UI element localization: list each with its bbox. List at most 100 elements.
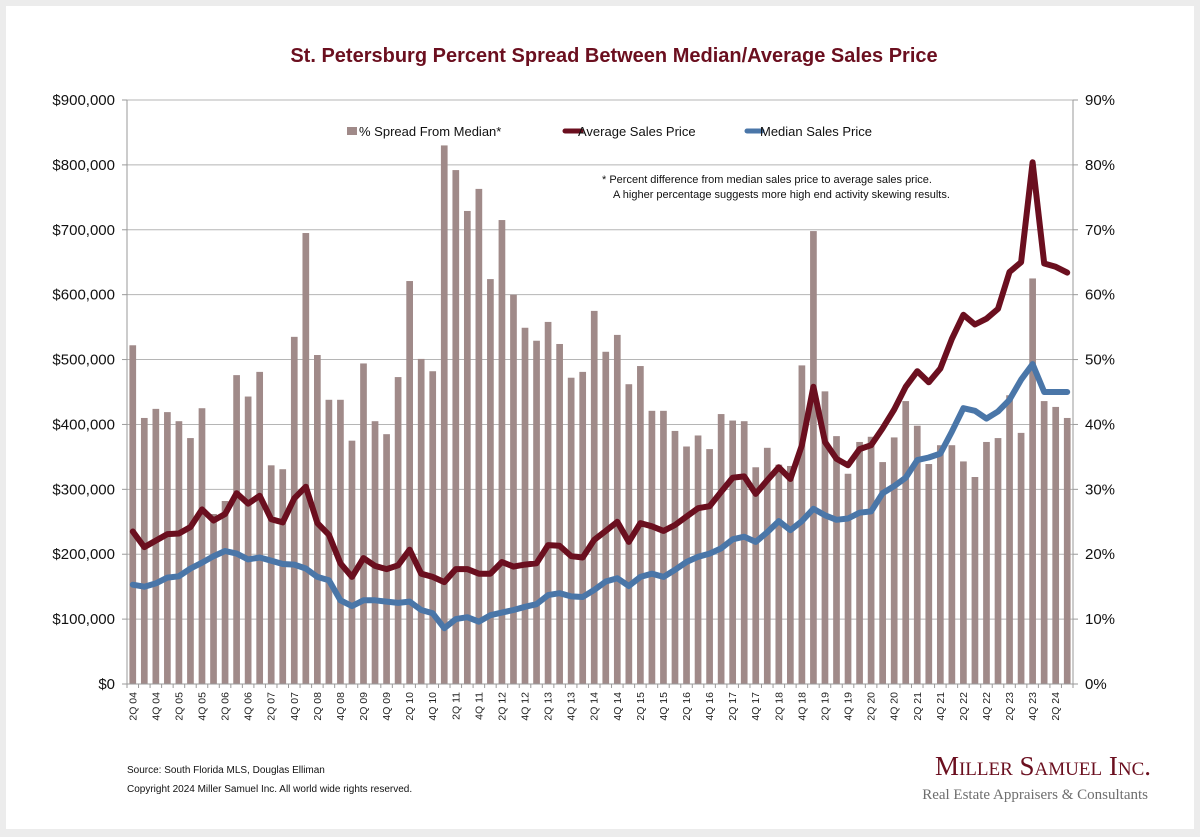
legend-label-average: Average Sales Price bbox=[578, 124, 696, 139]
x-tick-label: 2Q 09 bbox=[358, 692, 370, 721]
right-y-tick-label: 80% bbox=[1085, 157, 1115, 174]
bar-spread bbox=[521, 327, 529, 684]
bar-spread bbox=[729, 420, 737, 684]
bar-spread bbox=[417, 358, 425, 684]
bar-spread bbox=[1040, 401, 1048, 684]
x-tick-label: 2Q 22 bbox=[958, 692, 970, 721]
bar-spread bbox=[198, 408, 206, 684]
bar-spread bbox=[383, 434, 390, 684]
bar-spread bbox=[706, 449, 713, 684]
bar-spread bbox=[1052, 406, 1060, 684]
right-y-tick-label: 90% bbox=[1085, 92, 1115, 109]
bar-series-spread bbox=[129, 145, 1071, 685]
left-y-tick-label: $900,000 bbox=[52, 92, 115, 109]
bar-spread bbox=[925, 464, 933, 684]
bar-spread bbox=[267, 465, 275, 684]
bar-spread bbox=[244, 396, 252, 684]
x-tick-label: 2Q 13 bbox=[543, 692, 555, 721]
bar-spread bbox=[625, 384, 633, 684]
right-y-tick-label: 0% bbox=[1085, 676, 1107, 693]
bar-spread bbox=[821, 391, 829, 684]
bar-spread bbox=[221, 501, 229, 684]
x-tick-label: 2Q 06 bbox=[220, 692, 232, 721]
bar-spread bbox=[233, 375, 240, 684]
x-tick-label: 2Q 05 bbox=[173, 692, 185, 721]
bar-spread bbox=[129, 345, 137, 684]
x-tick-label: 4Q 19 bbox=[843, 692, 855, 721]
left-y-tick-label: $200,000 bbox=[52, 546, 115, 563]
x-tick-label: 4Q 15 bbox=[658, 692, 670, 721]
x-tick-label: 2Q 15 bbox=[635, 692, 647, 721]
x-tick-label: 2Q 21 bbox=[912, 692, 924, 721]
left-y-tick-label: $700,000 bbox=[52, 222, 115, 239]
x-tick-label: 4Q 14 bbox=[612, 692, 624, 721]
x-tick-label: 4Q 09 bbox=[381, 692, 393, 721]
bar-spread bbox=[579, 371, 587, 684]
legend-label-spread: % Spread From Median* bbox=[359, 124, 501, 139]
bar-spread bbox=[302, 233, 310, 684]
bar-spread bbox=[787, 465, 794, 684]
annotation-line-1: * Percent difference from median sales p… bbox=[602, 174, 932, 186]
bar-spread bbox=[533, 340, 540, 684]
bar-spread bbox=[348, 440, 356, 684]
x-tick-label: 4Q 13 bbox=[566, 692, 578, 721]
bar-spread bbox=[360, 363, 367, 684]
x-tick-label: 2Q 11 bbox=[450, 692, 462, 720]
bar-spread bbox=[671, 430, 679, 684]
bar-spread bbox=[210, 513, 217, 684]
bar-spread bbox=[833, 436, 840, 684]
left-y-tick-label: $100,000 bbox=[52, 611, 115, 628]
bar-spread bbox=[648, 410, 656, 684]
source-note: Source: South Florida MLS, Douglas Ellim… bbox=[127, 765, 325, 776]
bar-spread bbox=[475, 188, 483, 685]
legend: % Spread From Median* Average Sales Pric… bbox=[347, 124, 872, 139]
x-tick-label: 2Q 04 bbox=[127, 692, 139, 721]
x-tick-label: 2Q 17 bbox=[727, 692, 739, 721]
bar-spread bbox=[498, 220, 506, 685]
bar-spread bbox=[406, 281, 413, 684]
left-y-tick-label: $800,000 bbox=[52, 157, 115, 174]
x-tick-label: 4Q 06 bbox=[243, 692, 255, 721]
bar-spread bbox=[960, 461, 967, 684]
bar-spread bbox=[487, 279, 494, 684]
left-y-tick-label: $600,000 bbox=[52, 287, 115, 304]
bar-spread bbox=[290, 336, 298, 684]
right-y-tick-label: 50% bbox=[1085, 352, 1115, 369]
x-tick-label: 2Q 19 bbox=[819, 692, 831, 721]
x-tick-label: 4Q 17 bbox=[750, 692, 762, 721]
bar-spread bbox=[902, 401, 910, 684]
x-tick-label: 2Q 16 bbox=[681, 692, 693, 721]
bar-spread bbox=[590, 310, 598, 684]
left-y-tick-label: $300,000 bbox=[52, 481, 115, 498]
bar-spread bbox=[740, 421, 748, 684]
x-tick-label: 4Q 23 bbox=[1027, 692, 1039, 721]
bar-spread bbox=[763, 447, 771, 684]
left-y-tick-label: $500,000 bbox=[52, 352, 115, 369]
bar-spread bbox=[463, 210, 471, 684]
chart-title: St. Petersburg Percent Spread Between Me… bbox=[290, 45, 937, 67]
x-tick-label: 4Q 16 bbox=[704, 692, 716, 721]
bar-spread bbox=[164, 412, 171, 684]
bar-spread bbox=[452, 170, 460, 684]
x-tick-label: 4Q 05 bbox=[196, 692, 208, 721]
bar-spread bbox=[510, 294, 517, 684]
copyright-note: Copyright 2024 Miller Samuel Inc. All wo… bbox=[127, 784, 412, 795]
bar-spread bbox=[337, 399, 344, 684]
bar-spread bbox=[371, 421, 379, 684]
x-tick-label: 2Q 18 bbox=[773, 692, 785, 721]
bar-spread bbox=[948, 445, 956, 684]
brand-logo-name: Miller Samuel Inc. bbox=[935, 751, 1151, 781]
axes bbox=[122, 99, 1078, 688]
right-y-tick-label: 20% bbox=[1085, 546, 1115, 563]
x-tick-label: 2Q 14 bbox=[589, 692, 601, 721]
x-tick-label: 2Q 20 bbox=[866, 692, 878, 721]
x-tick-label: 4Q 12 bbox=[520, 692, 532, 721]
bar-spread bbox=[1017, 432, 1025, 684]
x-tick-label: 2Q 12 bbox=[496, 692, 508, 721]
bar-spread bbox=[856, 441, 863, 684]
bar-spread bbox=[602, 351, 610, 684]
bar-spread bbox=[890, 437, 898, 684]
x-axis-ticks: 2Q 04 4Q 04 2Q 05 4Q 05 2Q 06 4Q 06 2Q 07 4Q 07… bbox=[127, 692, 1062, 721]
bar-spread bbox=[187, 438, 194, 684]
right-y-tick-label: 60% bbox=[1085, 287, 1115, 304]
